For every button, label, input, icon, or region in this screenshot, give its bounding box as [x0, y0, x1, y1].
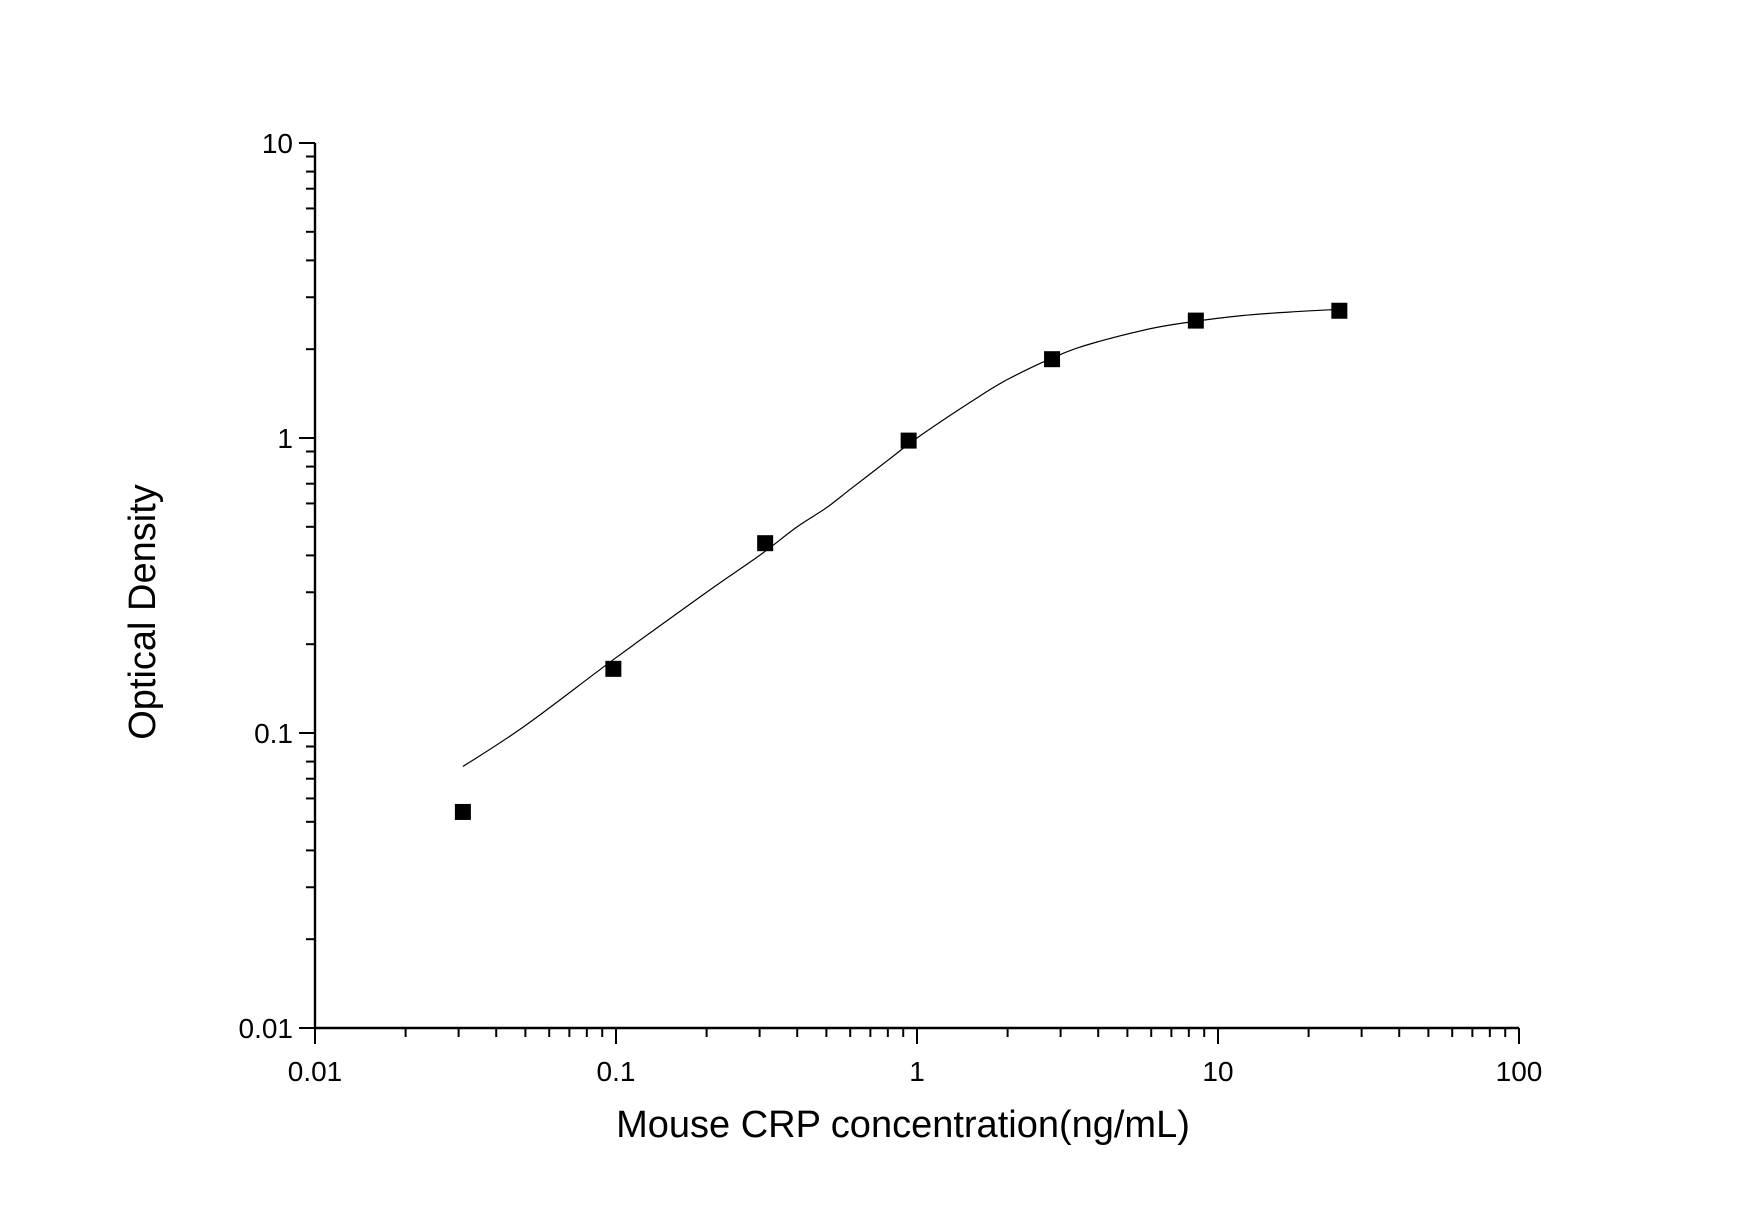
fit-curve	[462, 308, 1340, 768]
y-axis-title: Optical Density	[122, 484, 164, 740]
axes: 0.01 0.1 1 10 100 0.01 0.1 1 10	[239, 128, 1543, 1087]
fit-curve-group	[462, 308, 1340, 768]
data-points-group	[454, 302, 1348, 820]
x-tick-label: 1	[909, 1056, 925, 1087]
data-point	[1044, 351, 1061, 368]
data-point	[1331, 302, 1348, 319]
x-tick-label: 100	[1496, 1056, 1543, 1087]
data-point	[605, 660, 622, 677]
y-tick-label: 10	[262, 128, 293, 159]
data-point	[900, 432, 917, 449]
y-tick-label: 0.1	[254, 718, 293, 749]
data-point	[757, 535, 774, 552]
x-tick-label: 0.01	[288, 1056, 343, 1087]
y-tick-label: 1	[277, 423, 293, 454]
y-tick-label: 0.01	[239, 1013, 294, 1044]
x-tick-label: 0.1	[597, 1056, 636, 1087]
data-point	[1187, 312, 1204, 329]
x-tick-label: 10	[1202, 1056, 1233, 1087]
data-point	[454, 803, 471, 820]
x-axis-title: Mouse CRP concentration(ng/mL)	[616, 1104, 1190, 1146]
